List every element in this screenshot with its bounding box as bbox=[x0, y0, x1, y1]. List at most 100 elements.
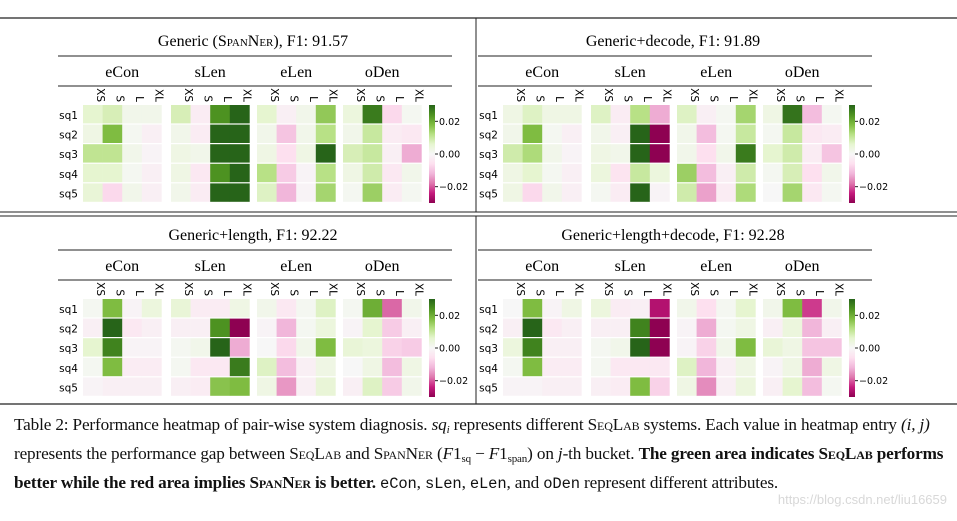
heatmap-cell bbox=[362, 144, 383, 163]
column-label: XS bbox=[94, 282, 106, 296]
heatmap-cell bbox=[782, 163, 803, 183]
column-label: XL bbox=[413, 89, 425, 102]
caption-segment: sq bbox=[431, 415, 447, 434]
heatmap-cell bbox=[343, 124, 363, 143]
column-label: S bbox=[373, 95, 385, 102]
heatmap-cell bbox=[503, 377, 523, 396]
column-label: S bbox=[533, 95, 545, 102]
column-label: XL bbox=[747, 89, 759, 102]
column-label: XL bbox=[833, 89, 845, 102]
column-label: L bbox=[133, 96, 145, 102]
heatmap-cell bbox=[141, 318, 162, 337]
heatmap-cell bbox=[401, 163, 422, 183]
heatmap-cell bbox=[591, 357, 611, 377]
heatmap-cell bbox=[171, 338, 191, 357]
heatmap-cell bbox=[561, 183, 582, 202]
heatmap-cell bbox=[503, 183, 523, 202]
heatmap-cell bbox=[382, 183, 403, 202]
heatmap-cell bbox=[382, 105, 403, 124]
heatmap-cell bbox=[315, 377, 336, 396]
heatmap-cell bbox=[696, 318, 717, 337]
heatmap-cell bbox=[630, 377, 651, 396]
heatmap-cell bbox=[210, 338, 231, 357]
heatmap-cell bbox=[561, 144, 582, 163]
heatmap-cell bbox=[190, 318, 211, 337]
column-label: L bbox=[393, 290, 405, 296]
caption-segment: represent different attributes. bbox=[579, 473, 779, 492]
column-label: S bbox=[373, 289, 385, 296]
heatmap-cell bbox=[401, 377, 422, 396]
heatmap-cell bbox=[382, 144, 403, 163]
heatmap-cell bbox=[735, 163, 756, 183]
heatmap-cell bbox=[735, 144, 756, 163]
heatmap-cell bbox=[591, 299, 611, 318]
heatmap-cell bbox=[401, 105, 422, 124]
heatmap-cell bbox=[503, 357, 523, 377]
column-label: XS bbox=[514, 88, 526, 102]
heatmap-cell bbox=[561, 377, 582, 396]
heatmap-cell bbox=[763, 124, 783, 143]
column-label: S bbox=[533, 289, 545, 296]
heatmap-cell bbox=[210, 163, 231, 183]
heatmap-cell bbox=[296, 357, 317, 377]
heatmap-cell bbox=[821, 124, 842, 143]
colorbar-tick-label: 0.00 bbox=[439, 344, 460, 355]
heatmap-panel: Generic+decode, F1: 91.89 sq1 sq2 sq3 sq4 sq5… bbox=[478, 33, 888, 203]
heatmap-cell bbox=[735, 183, 756, 202]
panel-title: Generic+length+decode, F1: 92.28 bbox=[561, 227, 784, 244]
heatmap-cell bbox=[210, 299, 231, 318]
heatmap-cell bbox=[522, 357, 543, 377]
heatmap-cell bbox=[610, 338, 631, 357]
heatmap-cell bbox=[677, 318, 697, 337]
heatmap-cell bbox=[102, 338, 123, 357]
caption-segment: SeqLab bbox=[818, 444, 873, 463]
heatmap-cell bbox=[802, 318, 823, 337]
heatmap-cell bbox=[122, 377, 143, 396]
heatmap-cell bbox=[190, 338, 211, 357]
row-label: sq2 bbox=[59, 324, 78, 336]
heatmap-figure: Generic (SpanNer), F1: 91.57 sq1 sq2 sq3 sq4… bbox=[0, 17, 957, 405]
heatmap-cell bbox=[716, 105, 737, 124]
heatmap-cell bbox=[821, 357, 842, 377]
heatmap-cell bbox=[542, 338, 563, 357]
heatmap-cell bbox=[343, 299, 363, 318]
heatmap-cell bbox=[83, 124, 103, 143]
column-label: XS bbox=[268, 88, 280, 102]
heatmap-cell bbox=[401, 183, 422, 202]
caption-segment: SpanNer bbox=[373, 444, 433, 463]
heatmap-cell bbox=[561, 299, 582, 318]
row-label: sq4 bbox=[479, 363, 498, 375]
heatmap-cell bbox=[296, 183, 317, 202]
row-label: sq3 bbox=[479, 149, 498, 161]
heatmap-cell bbox=[610, 357, 631, 377]
heatmap-cell bbox=[716, 318, 737, 337]
heatmap-cell bbox=[542, 163, 563, 183]
heatmap-cell bbox=[171, 318, 191, 337]
heatmap-cell bbox=[296, 299, 317, 318]
heatmap-cell bbox=[210, 183, 231, 202]
heatmap-cell bbox=[382, 357, 403, 377]
heatmap-cell bbox=[782, 338, 803, 357]
heatmap-cell bbox=[591, 144, 611, 163]
column-label: S bbox=[287, 289, 299, 296]
heatmap-cell bbox=[716, 163, 737, 183]
caption-segment: SeqLab bbox=[587, 415, 640, 434]
heatmap-cell bbox=[141, 144, 162, 163]
heatmap-cell bbox=[763, 105, 783, 124]
heatmap-cell bbox=[542, 105, 563, 124]
caption-segment: eCon bbox=[380, 475, 417, 493]
colorbar-tick-label: −0.02 bbox=[439, 376, 468, 387]
heatmap-cell bbox=[735, 299, 756, 318]
column-label: XS bbox=[688, 88, 700, 102]
heatmap-cell bbox=[229, 357, 250, 377]
heatmap-cell bbox=[276, 105, 297, 124]
heatmap-cell bbox=[343, 357, 363, 377]
row-label: sq1 bbox=[59, 110, 78, 122]
heatmap-cell bbox=[257, 105, 277, 124]
caption-segment: Table 2: Performance heatmap of pair-wis… bbox=[14, 415, 432, 434]
heatmap-cell bbox=[561, 318, 582, 337]
heatmap-cell bbox=[83, 183, 103, 202]
heatmap-cell bbox=[315, 144, 336, 163]
heatmap-cell bbox=[276, 377, 297, 396]
heatmap-cell bbox=[610, 318, 631, 337]
